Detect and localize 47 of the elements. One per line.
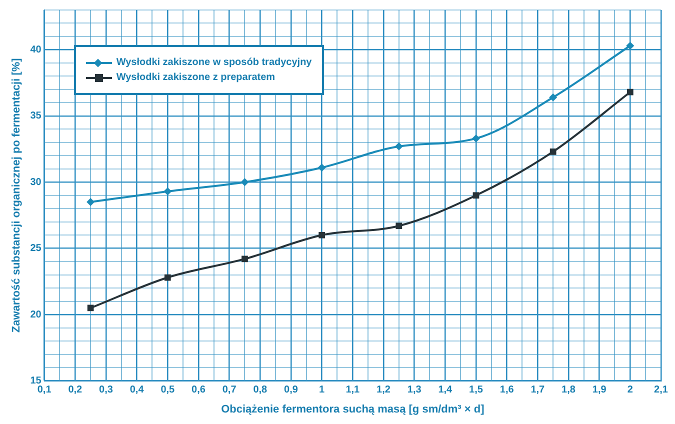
y-tick-label: 30 <box>30 176 42 188</box>
x-tick-label: 2 <box>627 384 634 396</box>
legend-label: Wysłodki zakiszone w sposób tradycyjny <box>116 57 312 68</box>
point <box>86 198 95 206</box>
point <box>550 148 556 155</box>
y-tick-label: 40 <box>30 44 42 56</box>
x-tick-label: 0,1 <box>37 384 52 396</box>
point <box>318 232 326 238</box>
x-tick-label: 0,8 <box>253 384 268 396</box>
x-tick-label: 1,4 <box>438 384 453 396</box>
point <box>318 164 326 172</box>
point <box>472 134 480 142</box>
legend-label: Wysłodki zakiszone z preparatem <box>116 72 276 83</box>
x-tick-label: 1,2 <box>376 384 391 396</box>
x-tick-label: 0,6 <box>192 384 206 396</box>
x-tick-label: 1,3 <box>407 384 422 396</box>
y-axis-title: Zawartość substancji organicznej po fermentacji [%] <box>10 58 23 333</box>
point <box>626 42 634 50</box>
x-tick-label: 1,9 <box>592 384 607 396</box>
point <box>626 88 634 96</box>
y-tick-label: 25 <box>30 243 42 254</box>
point <box>394 142 403 150</box>
x-tick-label: 1,1 <box>346 384 360 396</box>
y-tick-label: 20 <box>30 309 42 320</box>
point <box>242 256 248 262</box>
x-tick-label: 1 <box>319 384 326 396</box>
point <box>164 274 171 281</box>
x-axis-title: Obciążenie fermentora suchą masą [g sm/dm³ × d] <box>221 403 485 416</box>
x-tick-label: 1,5 <box>469 384 484 396</box>
x-tick-label: 0,7 <box>222 384 237 396</box>
y-tick-label: 35 <box>30 110 42 122</box>
x-tick-label: 0,3 <box>99 384 114 396</box>
x-tick-label: 0,9 <box>284 384 298 396</box>
point <box>396 222 402 230</box>
point <box>164 187 172 196</box>
y-tick-label: 15 <box>30 376 42 387</box>
point <box>240 178 249 186</box>
x-tick-label: 2,1 <box>654 384 668 396</box>
x-tick-label: 1,8 <box>562 384 576 396</box>
point <box>87 304 94 312</box>
point <box>549 93 558 102</box>
x-tick-label: 0,2 <box>68 384 83 396</box>
x-tick-label: 0,4 <box>130 384 144 396</box>
x-tick-label: 0,5 <box>160 384 176 396</box>
x-tick-label: 1,6 <box>500 384 514 396</box>
x-tick-label: 1,7 <box>530 384 546 396</box>
point <box>472 192 480 199</box>
